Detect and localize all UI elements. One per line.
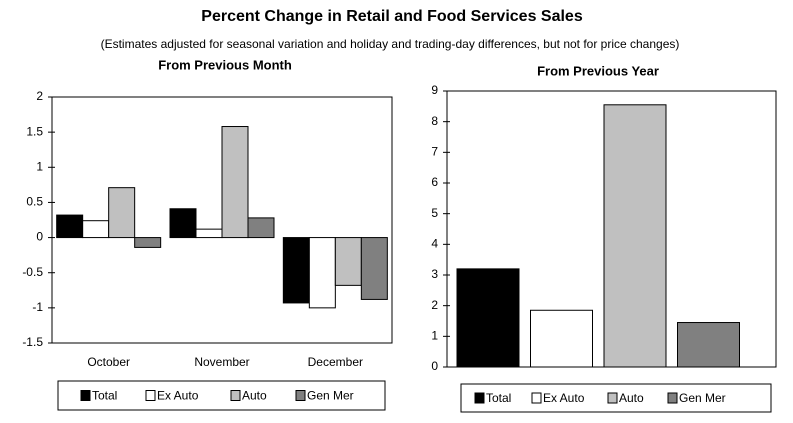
x-tick-label: November [194,355,249,369]
legend-label: Auto [242,389,267,403]
x-tick-label: December [308,355,363,369]
legend-swatch [531,392,542,404]
legend-label: Ex Auto [543,391,585,405]
bar [603,104,667,368]
y-tick-label: -1 [32,300,43,314]
y-tick-label: 1 [36,159,43,173]
y-tick-label: 3 [431,267,438,281]
y-tick-label: -1.5 [22,335,43,349]
legend-box [57,380,386,411]
legend-swatch [145,390,156,401]
x-tick-label: October [87,355,130,369]
y-tick-label: 9 [431,83,438,97]
legend-label: Ex Auto [157,389,199,403]
y-tick-label: 7 [431,145,438,159]
legend-swatch [607,392,618,404]
figure-title: Percent Change in Retail and Food Servic… [201,8,583,25]
bar [334,237,362,286]
bar [360,237,388,300]
bar [530,309,593,368]
bar [134,237,162,248]
bar [677,322,740,368]
legend-swatch [667,392,678,404]
bar [56,214,84,239]
legend-label: Total [92,389,117,403]
y-tick-label: 1 [431,329,438,343]
legend-label: Gen Mer [307,389,354,403]
y-tick-label: 0 [36,230,43,244]
bar [282,237,310,304]
y-tick-label: -0.5 [22,265,43,279]
y-tick-label: 6 [431,175,438,189]
y-tick-label: 0.5 [26,195,43,209]
bar [221,126,249,239]
legend-label: Total [486,391,511,405]
bar [169,208,197,239]
bar [308,237,336,309]
legend-swatch [80,390,91,401]
legend-label: Auto [619,391,644,405]
y-tick-label: 2 [36,89,43,103]
bar [456,268,520,368]
chart-title: From Previous Month [158,57,292,72]
y-tick-label: 4 [431,237,438,251]
y-tick-label: 1.5 [26,124,43,138]
chart-title: From Previous Year [537,63,659,78]
plot-frame [51,96,393,344]
bar [108,187,136,239]
bar [247,217,275,239]
legend-swatch [230,390,241,401]
y-tick-label: 0 [431,359,438,373]
y-tick-label: 5 [431,206,438,220]
legend-swatch [295,390,306,401]
bar [82,220,110,239]
y-tick-label: 8 [431,114,438,128]
figure-subtitle: (Estimates adjusted for seasonal variati… [101,37,680,51]
legend-swatch [474,392,485,404]
y-tick-label: 2 [431,298,438,312]
legend-label: Gen Mer [679,391,726,405]
bar [195,228,223,239]
